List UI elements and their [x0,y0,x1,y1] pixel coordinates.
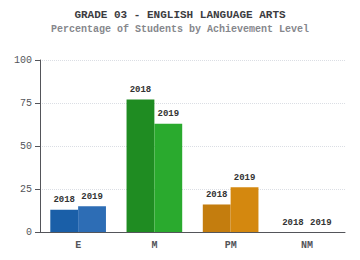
svg-text:2018: 2018 [53,195,75,205]
svg-text:50: 50 [20,141,32,152]
svg-text:E: E [75,240,81,251]
svg-text:NM: NM [301,240,313,251]
svg-text:0: 0 [26,227,32,238]
svg-text:Percentage of Students by Achi: Percentage of Students by Achievement Le… [51,24,309,35]
svg-text:2018: 2018 [282,218,304,228]
svg-text:GRADE 03 - ENGLISH LANGUAGE AR: GRADE 03 - ENGLISH LANGUAGE ARTS [74,9,286,21]
svg-text:2019: 2019 [157,109,179,119]
svg-text:25: 25 [20,184,32,195]
svg-text:2019: 2019 [81,192,103,202]
svg-text:2018: 2018 [130,85,152,95]
svg-text:2018: 2018 [206,190,228,200]
svg-text:PM: PM [225,240,237,251]
svg-text:100: 100 [14,55,32,66]
svg-text:2019: 2019 [234,173,256,183]
svg-text:2019: 2019 [310,218,332,228]
svg-text:M: M [151,240,157,251]
svg-text:75: 75 [20,98,32,109]
